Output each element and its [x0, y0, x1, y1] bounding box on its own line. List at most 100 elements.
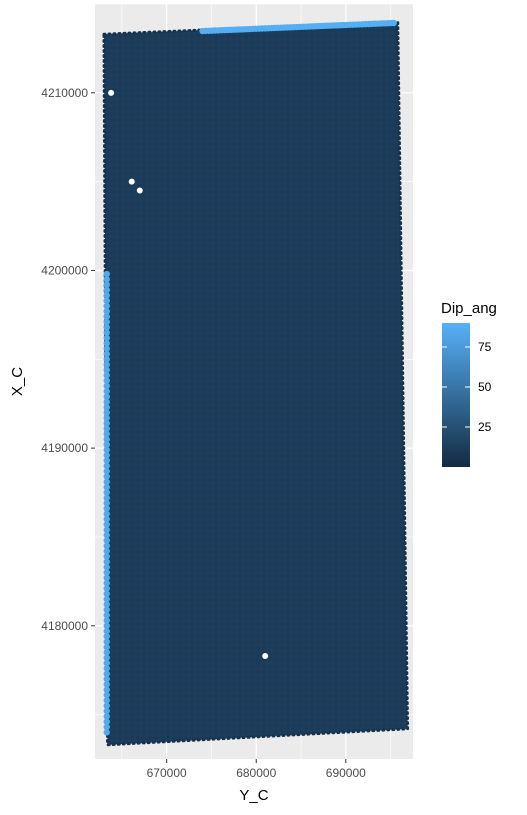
- data-point-high: [103, 627, 110, 635]
- data-point-high: [103, 649, 110, 656]
- data-point-high: [103, 350, 110, 358]
- data-point-high: [103, 729, 110, 736]
- data-point-high: [103, 270, 110, 278]
- data-gap: [262, 652, 269, 659]
- data-point-high: [103, 553, 110, 560]
- data-point-high: [103, 318, 110, 326]
- data-point-high: [390, 19, 397, 27]
- data-point-high: [103, 723, 110, 731]
- data-point-high: [103, 430, 110, 438]
- data-point-high: [103, 665, 110, 672]
- data-point-high: [103, 436, 110, 443]
- data-point-high: [103, 569, 110, 576]
- data-point-high: [103, 393, 110, 400]
- data-point-high: [103, 558, 110, 566]
- data-point-high: [103, 707, 110, 715]
- data-point-high: [103, 713, 110, 720]
- x-axis-title: Y_C: [239, 787, 268, 804]
- data-point-high: [103, 585, 110, 592]
- data-point-high: [103, 473, 110, 480]
- data-point-high: [103, 489, 110, 496]
- data-point-high: [103, 718, 110, 725]
- data-gap: [108, 89, 115, 96]
- legend-title: Dip_ang: [441, 300, 497, 317]
- data-point-high: [103, 313, 110, 320]
- data-point-high: [103, 441, 110, 448]
- data-point-high: [103, 372, 110, 379]
- data-point-high: [103, 526, 110, 534]
- data-point-high: [103, 425, 110, 432]
- data-point-high: [103, 366, 110, 374]
- data-point-high: [103, 547, 110, 555]
- data-point-high: [103, 633, 110, 640]
- data-point-high: [103, 452, 110, 459]
- y-axis: 4180000 4190000 4200000 4210000: [41, 86, 95, 633]
- x-tick-label: 680000: [236, 766, 276, 780]
- legend-ticks: 25 50 75: [442, 340, 492, 434]
- data-point-high: [103, 563, 110, 571]
- data-point-high: [103, 691, 110, 699]
- data-point-high: [103, 643, 110, 651]
- data-point-high: [103, 281, 110, 288]
- data-point-high: [103, 510, 110, 518]
- y-tick-label: 4180000: [41, 619, 88, 633]
- data-point-high: [103, 382, 110, 390]
- data-point-high: [103, 340, 110, 347]
- data-point-high: [103, 697, 110, 704]
- data-point-high: [103, 686, 110, 693]
- data-point-high: [103, 499, 110, 507]
- data-point-high: [103, 286, 110, 294]
- data-point-high: [103, 537, 110, 544]
- legend-tick-label: 75: [478, 340, 492, 354]
- data-point-high: [103, 356, 110, 363]
- data-point-high: [103, 334, 110, 342]
- data-point-high: [103, 329, 110, 336]
- data-point-high: [103, 542, 110, 550]
- legend-tick-label: 25: [478, 420, 492, 434]
- data-point-high: [103, 462, 110, 470]
- y-tick-label: 4190000: [41, 441, 88, 455]
- data-point-high: [103, 446, 110, 454]
- data-point-high: [103, 531, 110, 539]
- data-point-high: [103, 494, 110, 502]
- data-point-high: [103, 292, 110, 299]
- data-point-high: [103, 308, 110, 315]
- data-point-high: [103, 414, 110, 422]
- data-point-high: [103, 478, 110, 486]
- data-point-high: [103, 297, 110, 304]
- data-point-high: [103, 638, 110, 645]
- data-point-high: [103, 302, 110, 310]
- data-point-high: [103, 521, 110, 528]
- y-axis-title: X_C: [9, 367, 26, 396]
- data-point-high: [103, 617, 110, 624]
- data-point-high: [103, 404, 110, 411]
- data-point-high: [103, 611, 110, 619]
- x-tick-label: 670000: [147, 766, 187, 780]
- data-point-high: [103, 659, 110, 667]
- x-axis: 670000 680000 690000: [147, 759, 366, 780]
- data-point-high: [103, 468, 110, 475]
- data-point-high: [103, 654, 110, 661]
- data-point-high: [103, 398, 110, 406]
- data-point-high: [103, 388, 110, 395]
- data-point-high: [103, 590, 110, 597]
- y-tick-label: 4210000: [41, 86, 88, 100]
- data-point-high: [103, 595, 110, 603]
- data-point-high: [103, 345, 110, 352]
- data-point-high: [103, 675, 110, 683]
- data-point-high: [103, 457, 110, 464]
- data-gap: [128, 178, 135, 185]
- data-point-high: [103, 420, 110, 427]
- data-point-high: [103, 601, 110, 608]
- data-point-high: [103, 702, 110, 709]
- survey-area-points: [103, 21, 408, 745]
- legend-colorbar: [442, 323, 470, 467]
- x-tick-label: 690000: [326, 766, 366, 780]
- data-point-high: [103, 324, 110, 331]
- legend-tick-label: 50: [478, 380, 492, 394]
- y-tick-label: 4200000: [41, 263, 88, 277]
- data-point-high: [103, 606, 110, 613]
- data-point-high: [103, 670, 110, 677]
- data-point-high: [103, 681, 110, 688]
